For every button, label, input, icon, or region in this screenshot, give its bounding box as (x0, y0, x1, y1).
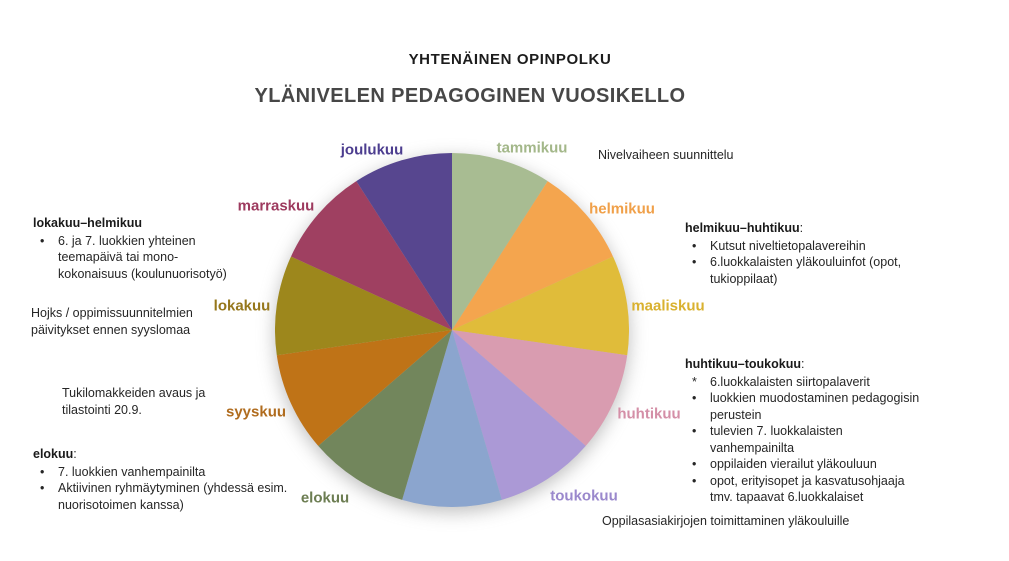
note-hojks: Hojks / oppimissuunnitelmien päivitykset… (31, 305, 251, 338)
bullet-item: • luokkien muodostaminen pedagogisin peru… (685, 390, 995, 423)
note-heading-suffix: : (799, 221, 804, 235)
bullet-item: • 7. luokkien vanhempainilta (33, 464, 318, 481)
pie-slice-joulukuu (356, 153, 452, 330)
pie-slice-kesa (402, 330, 502, 507)
month-label-toukokuu: toukokuu (550, 487, 618, 505)
note-bullet-list: * 6.luokkalaisten siirtopalaverit • luokkie… (685, 374, 995, 506)
note-heading-suffix: : (73, 447, 77, 461)
page-title: YLÄNIVELEN PEDAGOGINEN VUOSIKELLO (254, 85, 686, 107)
note-helmikuu-huhtikuu: helmikuu–huhtikuu: • Kutsut niveltietopal… (685, 220, 985, 287)
bullet-text: tulevien 7. luokkalaisten vanhempainilta (710, 424, 843, 455)
note-heading-text: elokuu (33, 447, 74, 461)
note-heading-text: huhtikuu–toukokuu (685, 357, 801, 371)
bullet-glyph: • (692, 391, 697, 405)
bullet-glyph: • (692, 424, 697, 438)
pie-slice-marraskuu (291, 181, 452, 330)
note-text: Oppilasasiakirjojen toimittaminen yläkou… (602, 514, 850, 528)
note-heading-text: lokakuu–helmikuu (33, 216, 143, 230)
month-label-lokakuu: lokakuu (213, 297, 271, 315)
note-elokuu: elokuu: • 7. luokkien vanhempainilta • Akti… (33, 446, 318, 513)
month-label-huhtikuu: huhtikuu (617, 405, 681, 423)
month-label-marraskuu: marraskuu (237, 197, 315, 215)
bullet-item: * 6.luokkalaisten siirtopalaverit (685, 374, 995, 391)
note-text: Tukilomakkeiden avaus ja tilastointi 20.… (62, 386, 206, 417)
note-bullet-list: • 6. ja 7. luokkien yhteinen teemapäivä t… (33, 233, 253, 283)
pie-slice-huhtikuu (452, 330, 628, 446)
note-text: Hojks / oppimissuunnitelmien päivitykset… (31, 306, 193, 337)
note-text: Nivelvaiheen suunnittelu (598, 148, 734, 162)
bullet-item: • tulevien 7. luokkalaisten vanhempainilt… (685, 423, 995, 456)
note-heading: lokakuu–helmikuu (33, 215, 253, 232)
pie-slice-elokuu (318, 330, 452, 500)
bullet-item: • Aktiivinen ryhmäytyminen (yhdessä esim.… (33, 480, 318, 513)
bullet-item: • 6. ja 7. luokkien yhteinen teemapäivä t… (33, 233, 253, 283)
month-label-syyskuu: syyskuu (225, 403, 287, 421)
note-heading-suffix: : (800, 357, 805, 371)
bullet-glyph: • (692, 255, 697, 269)
note-heading-text: helmikuu–huhtikuu (685, 221, 800, 235)
bullet-text: luokkien muodostaminen pedagogisin perus… (710, 391, 920, 422)
bullet-item: • 6.luokkalaisten yläkouluinfot (opot, tu… (685, 254, 985, 287)
bullet-text: opot, erityisopet ja kasvatusohjaaja tmv… (710, 473, 905, 505)
month-label-maaliskuu: maaliskuu (631, 297, 705, 315)
note-heading: elokuu: (33, 446, 318, 463)
month-label-tammikuu: tammikuu (496, 139, 568, 157)
note-bullet-list: • 7. luokkien vanhempainilta • Aktiivinen r… (33, 464, 318, 514)
bullet-text: Aktiivinen ryhmäytyminen (yhdessä esim. … (58, 481, 288, 512)
month-label-helmikuu: helmikuu (589, 200, 655, 218)
note-lokakuu-helmikuu: lokakuu–helmikuu • 6. ja 7. luokkien yhte… (33, 215, 253, 282)
bullet-text: 6.luokkalaisten yläkouluinfot (opot, tuk… (710, 255, 902, 286)
pie-slice-maaliskuu (452, 256, 629, 356)
month-label-joulukuu: joulukuu (340, 141, 404, 159)
bullet-text: 6. ja 7. luokkien yhteinen teemapäivä ta… (58, 233, 227, 281)
note-bullet-list: • Kutsut niveltietopalavereihin • 6.luokkal… (685, 238, 985, 288)
pie-slice-syyskuu (276, 330, 452, 446)
bullet-text: 7. luokkien vanhempainilta (58, 464, 206, 479)
bullet-text: Kutsut niveltietopalavereihin (710, 238, 866, 253)
pie-slice-helmikuu (452, 181, 613, 330)
bullet-glyph: • (40, 233, 45, 248)
note-oppilasasiakirjat: Oppilasasiakirjojen toimittaminen yläkou… (602, 513, 932, 530)
bullet-text: oppilaiden vierailut yläkouluun (710, 457, 877, 471)
year-pie-chart (275, 153, 629, 507)
bullet-text: 6.luokkalaisten siirtopalaverit (710, 374, 870, 389)
bullet-glyph: * (692, 374, 697, 389)
pie-slice-tammikuu (452, 153, 548, 330)
bullet-item: • Kutsut niveltietopalavereihin (685, 238, 985, 255)
note-huhtikuu-toukokuu: huhtikuu–toukokuu: * 6.luokkalaisten siir… (685, 356, 995, 506)
note-nivelvaihe: Nivelvaiheen suunnittelu (598, 147, 868, 164)
note-heading: huhtikuu–toukokuu: (685, 356, 995, 373)
bullet-glyph: • (40, 481, 45, 495)
slide-kicker: YHTENÄINEN OPINPOLKU (408, 51, 612, 68)
bullet-glyph: • (692, 473, 697, 488)
note-tukilomakkeet: Tukilomakkeiden avaus ja tilastointi 20.… (62, 385, 252, 418)
pie-slice-toukokuu (452, 330, 586, 500)
month-label-elokuu: elokuu (300, 489, 350, 507)
bullet-glyph: • (40, 464, 45, 479)
bullet-glyph: • (692, 457, 697, 471)
bullet-item: • opot, erityisopet ja kasvatusohjaaja tm… (685, 473, 995, 506)
bullet-item: • oppilaiden vierailut yläkouluun (685, 456, 995, 473)
bullet-glyph: • (692, 238, 697, 253)
note-heading: helmikuu–huhtikuu: (685, 220, 985, 237)
pie-slice-lokakuu (275, 256, 452, 356)
